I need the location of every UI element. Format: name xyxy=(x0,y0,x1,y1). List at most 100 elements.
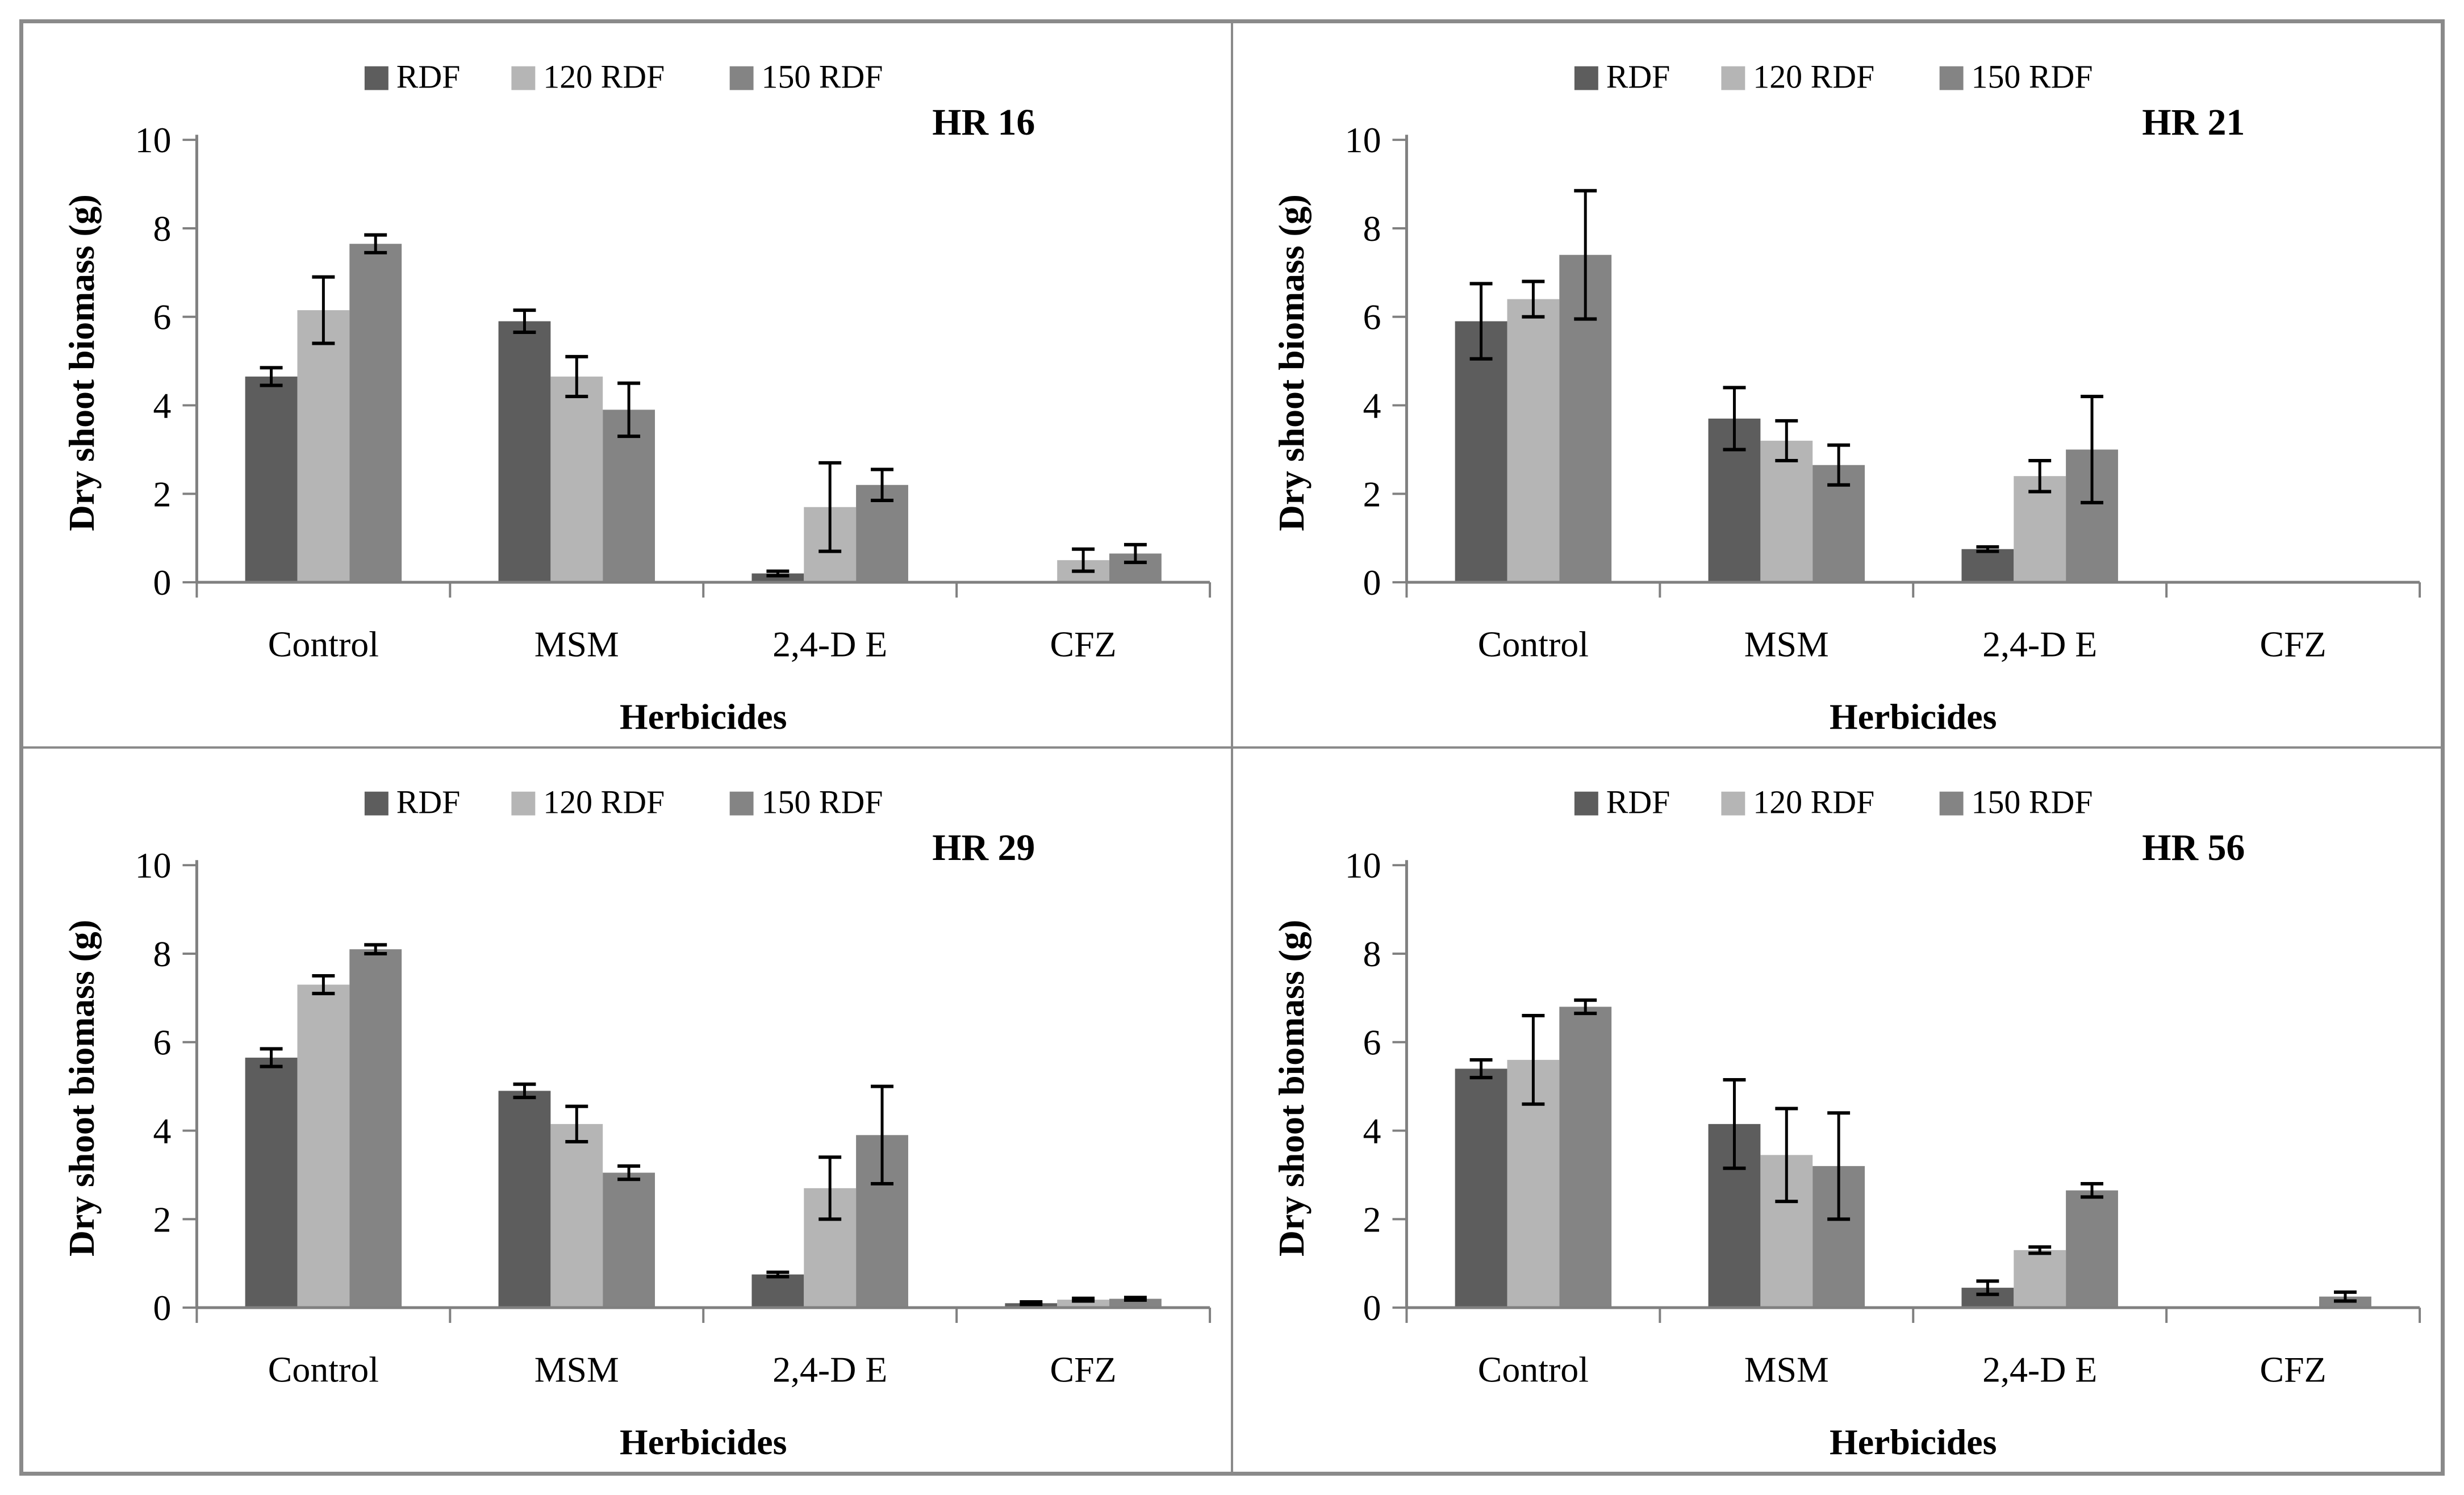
y-tick-label: 10 xyxy=(1345,120,1381,160)
panel-title: HR 16 xyxy=(932,102,1035,143)
bar xyxy=(1507,299,1560,583)
bar xyxy=(297,310,350,583)
legend-label: RDF xyxy=(396,59,461,95)
y-tick-label: 8 xyxy=(153,208,172,249)
legend-label: 150 RDF xyxy=(1972,59,2093,95)
legend-label: RDF xyxy=(396,784,461,821)
legend-swatch xyxy=(1574,791,1598,816)
chart-panel-0: RDF 120 RDF 150 RDF HR 16 Control MSM 2,4-D E C… xyxy=(61,59,1212,737)
bar xyxy=(550,1124,603,1308)
y-tick-label: 6 xyxy=(153,297,172,337)
bar xyxy=(498,321,551,583)
y-tick-label: 0 xyxy=(153,1288,172,1328)
y-tick-label: 8 xyxy=(1363,934,1381,974)
x-axis-title: Herbicides xyxy=(620,1422,787,1462)
y-tick-label: 4 xyxy=(1363,386,1381,426)
bar xyxy=(751,1274,804,1308)
panel-title: HR 21 xyxy=(2142,102,2245,143)
legend-swatch xyxy=(729,791,754,816)
category-label: Control xyxy=(268,1350,379,1390)
bar xyxy=(1760,440,1813,583)
y-axis-title: Dry shoot biomass (g) xyxy=(1271,194,1312,531)
panel-hr56: RDF 120 RDF 150 RDF HR 56 Control MSM 2,4-D E C… xyxy=(1232,748,2442,1473)
bar xyxy=(1455,321,1507,583)
y-tick-label: 4 xyxy=(153,1111,172,1151)
y-tick-label: 8 xyxy=(1363,208,1381,249)
y-tick-label: 2 xyxy=(1363,1199,1381,1239)
bar xyxy=(603,410,655,583)
y-tick-label: 0 xyxy=(1363,562,1381,603)
y-axis-title: Dry shoot biomass (g) xyxy=(61,920,102,1256)
legend-swatch xyxy=(1721,791,1745,816)
chart-panel-1: RDF 120 RDF 150 RDF HR 21 Control MSM 2,4-D E C… xyxy=(1271,59,2421,737)
panel-title: HR 56 xyxy=(2142,827,2245,868)
bar xyxy=(1057,1300,1110,1308)
bar xyxy=(245,1058,298,1308)
category-label: 2,4-D E xyxy=(1982,1350,2097,1390)
legend-swatch xyxy=(364,791,389,816)
category-label: MSM xyxy=(1744,1350,1829,1390)
legend-swatch xyxy=(1939,791,1964,816)
chart-panel-3: RDF 120 RDF 150 RDF HR 56 Control MSM 2,4-D E C… xyxy=(1271,784,2421,1462)
legend-swatch xyxy=(1939,66,1964,90)
category-label: MSM xyxy=(534,624,619,665)
x-axis-title: Herbicides xyxy=(1830,696,1997,737)
y-axis-title: Dry shoot biomass (g) xyxy=(61,194,102,531)
panel-grid: RDF 120 RDF 150 RDF HR 16 Control MSM 2,4-D E C… xyxy=(19,19,2445,1476)
category-label: MSM xyxy=(534,1350,619,1390)
bar xyxy=(349,244,402,583)
y-axis-title: Dry shoot biomass (g) xyxy=(1271,920,1312,1256)
category-label: Control xyxy=(1478,624,1589,665)
bar xyxy=(2014,476,2066,583)
chart-panel-2: RDF 120 RDF 150 RDF HR 29 Control MSM 2,4-D E C… xyxy=(61,784,1212,1462)
y-tick-label: 0 xyxy=(1363,1288,1381,1328)
legend-swatch xyxy=(364,66,389,90)
legend-label: 120 RDF xyxy=(1753,784,1874,821)
category-label: Control xyxy=(268,624,379,665)
bar xyxy=(2014,1250,2066,1308)
y-tick-label: 10 xyxy=(135,120,172,160)
bar xyxy=(297,984,350,1308)
bar xyxy=(349,949,402,1308)
y-tick-label: 10 xyxy=(135,845,172,886)
legend-label: 150 RDF xyxy=(762,59,883,95)
bar xyxy=(1455,1068,1507,1308)
bar xyxy=(245,376,298,583)
category-label: CFZ xyxy=(2260,624,2327,665)
panel-title: HR 29 xyxy=(932,827,1035,868)
category-label: CFZ xyxy=(1050,624,1117,665)
category-label: MSM xyxy=(1744,624,1829,665)
legend-label: 120 RDF xyxy=(543,59,665,95)
category-label: 2,4-D E xyxy=(1982,624,2097,665)
y-tick-label: 10 xyxy=(1345,845,1381,886)
bar xyxy=(1961,549,2014,583)
category-label: Control xyxy=(1478,1350,1589,1390)
y-tick-label: 4 xyxy=(153,386,172,426)
bar xyxy=(498,1091,551,1308)
panel-hr21: RDF 120 RDF 150 RDF HR 21 Control MSM 2,4-D E C… xyxy=(1232,22,2442,748)
y-tick-label: 2 xyxy=(1363,474,1381,514)
y-tick-label: 6 xyxy=(1363,1022,1381,1063)
bar xyxy=(603,1172,655,1308)
y-tick-label: 8 xyxy=(153,934,172,974)
y-tick-label: 6 xyxy=(1363,297,1381,337)
x-axis-title: Herbicides xyxy=(1830,1422,1997,1462)
legend-swatch xyxy=(1574,66,1598,90)
y-tick-label: 4 xyxy=(1363,1111,1381,1151)
y-tick-label: 0 xyxy=(153,562,172,603)
y-tick-label: 6 xyxy=(153,1022,172,1063)
legend-label: 150 RDF xyxy=(762,784,883,821)
legend-swatch xyxy=(1721,66,1745,90)
legend-label: 120 RDF xyxy=(543,784,665,821)
legend-swatch xyxy=(511,66,536,90)
category-label: 2,4-D E xyxy=(772,624,887,665)
category-label: CFZ xyxy=(1050,1350,1117,1390)
bar xyxy=(1109,1298,1162,1308)
legend-label: RDF xyxy=(1606,784,1670,821)
bar xyxy=(550,376,603,583)
legend-swatch xyxy=(511,791,536,816)
legend-swatch xyxy=(729,66,754,90)
panel-hr16: RDF 120 RDF 150 RDF HR 16 Control MSM 2,4-D E C… xyxy=(22,22,1232,748)
y-tick-label: 2 xyxy=(153,1199,172,1239)
